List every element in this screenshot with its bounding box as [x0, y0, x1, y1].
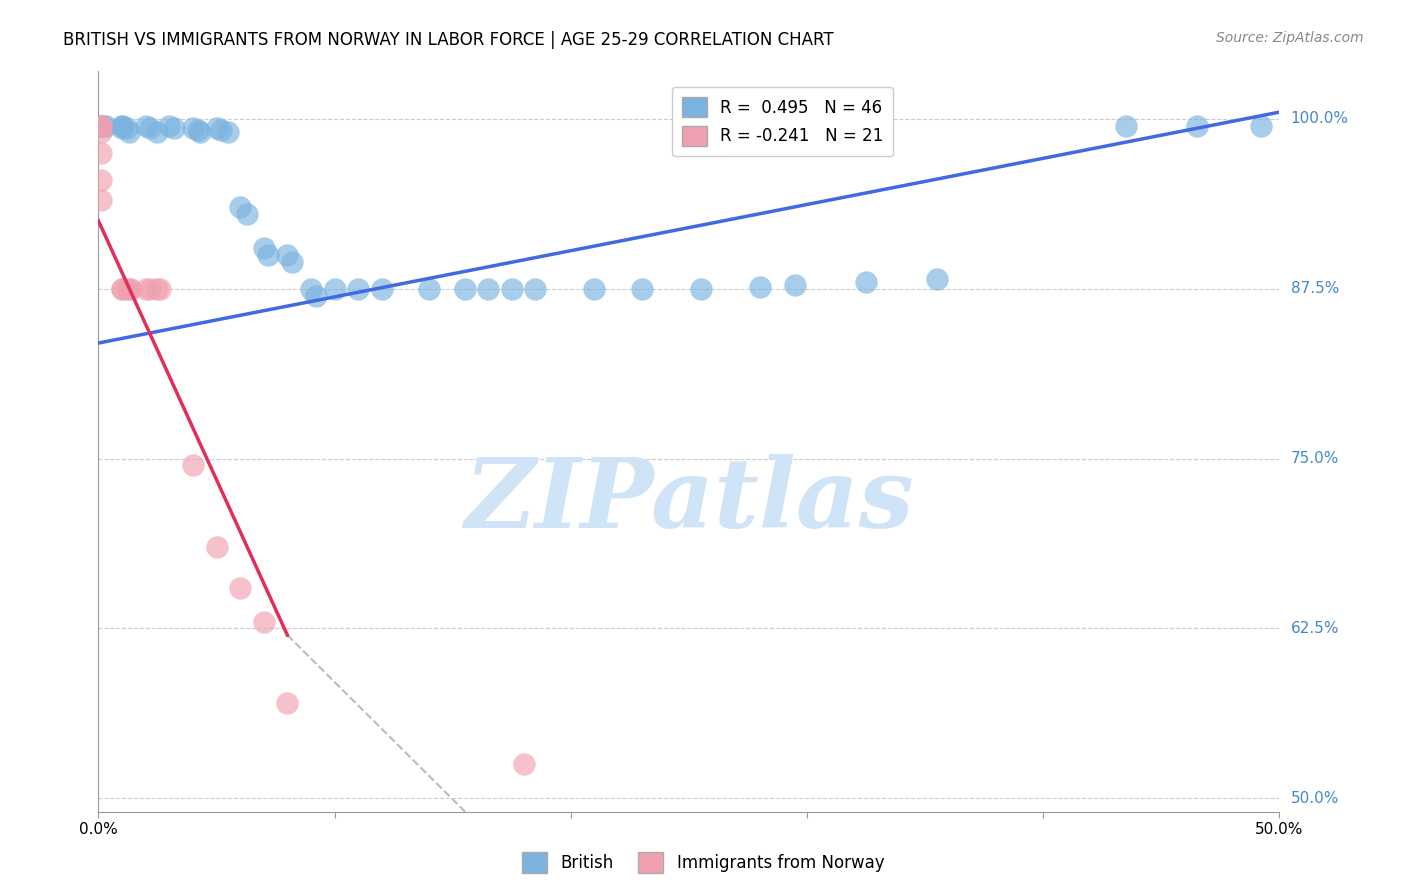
Point: [205, 540, 228, 554]
Point: [139, 121, 162, 136]
Point: [115, 282, 138, 296]
Point: [181, 121, 204, 136]
Point: [139, 282, 162, 296]
Point: [1185, 119, 1208, 133]
Point: [181, 458, 204, 473]
Point: [149, 282, 172, 296]
Point: [146, 126, 169, 140]
Text: Source: ZipAtlas.com: Source: ZipAtlas.com: [1216, 31, 1364, 45]
Point: [785, 277, 807, 292]
Point: [281, 254, 304, 268]
Point: [115, 121, 138, 136]
Point: [118, 282, 141, 296]
Point: [689, 282, 711, 296]
Point: [146, 282, 169, 296]
Point: [90, 119, 112, 133]
Text: 100.0%: 100.0%: [1291, 112, 1348, 127]
Text: 50.0%: 50.0%: [1291, 790, 1339, 805]
Point: [118, 126, 141, 140]
Point: [855, 275, 877, 289]
Point: [90, 173, 112, 187]
Point: [187, 122, 209, 136]
Point: [748, 280, 770, 294]
Point: [111, 282, 134, 296]
Point: [94, 119, 117, 133]
Point: [111, 282, 134, 296]
Point: [229, 581, 252, 595]
Point: [276, 248, 298, 262]
Point: [229, 200, 252, 214]
Text: 87.5%: 87.5%: [1291, 281, 1339, 296]
Point: [501, 282, 523, 296]
Point: [217, 126, 239, 140]
Text: BRITISH VS IMMIGRANTS FROM NORWAY IN LABOR FORCE | AGE 25-29 CORRELATION CHART: BRITISH VS IMMIGRANTS FROM NORWAY IN LAB…: [63, 31, 834, 49]
Point: [209, 122, 232, 136]
Text: 62.5%: 62.5%: [1291, 621, 1339, 636]
Point: [257, 248, 280, 262]
Point: [135, 119, 157, 133]
Point: [236, 207, 259, 221]
Text: ZIPatlas: ZIPatlas: [464, 454, 914, 548]
Point: [371, 282, 394, 296]
Point: [253, 241, 276, 255]
Point: [157, 119, 180, 133]
Point: [630, 282, 652, 296]
Point: [1250, 119, 1272, 133]
Point: [347, 282, 370, 296]
Point: [305, 288, 328, 302]
Point: [453, 282, 475, 296]
Point: [188, 126, 211, 140]
Point: [135, 282, 157, 296]
Point: [90, 126, 112, 140]
Point: [111, 119, 134, 133]
Point: [90, 119, 112, 133]
Point: [583, 282, 606, 296]
Point: [299, 282, 322, 296]
Point: [512, 757, 534, 772]
Point: [90, 194, 112, 208]
Point: [205, 121, 228, 136]
Point: [253, 615, 276, 629]
Point: [163, 121, 186, 136]
Point: [323, 282, 346, 296]
Point: [925, 272, 948, 286]
Point: [111, 119, 134, 133]
Point: [121, 282, 143, 296]
Point: [477, 282, 499, 296]
Point: [111, 121, 134, 136]
Point: [1115, 119, 1137, 133]
Point: [418, 282, 440, 296]
Point: [524, 282, 547, 296]
Point: [90, 119, 112, 133]
Legend: British, Immigrants from Norway: British, Immigrants from Norway: [515, 846, 891, 880]
Point: [90, 119, 112, 133]
Point: [91, 119, 114, 133]
Legend: R =  0.495   N = 46, R = -0.241   N = 21: R = 0.495 N = 46, R = -0.241 N = 21: [672, 87, 893, 156]
Text: 75.0%: 75.0%: [1291, 451, 1339, 466]
Point: [276, 696, 298, 710]
Point: [90, 145, 112, 160]
